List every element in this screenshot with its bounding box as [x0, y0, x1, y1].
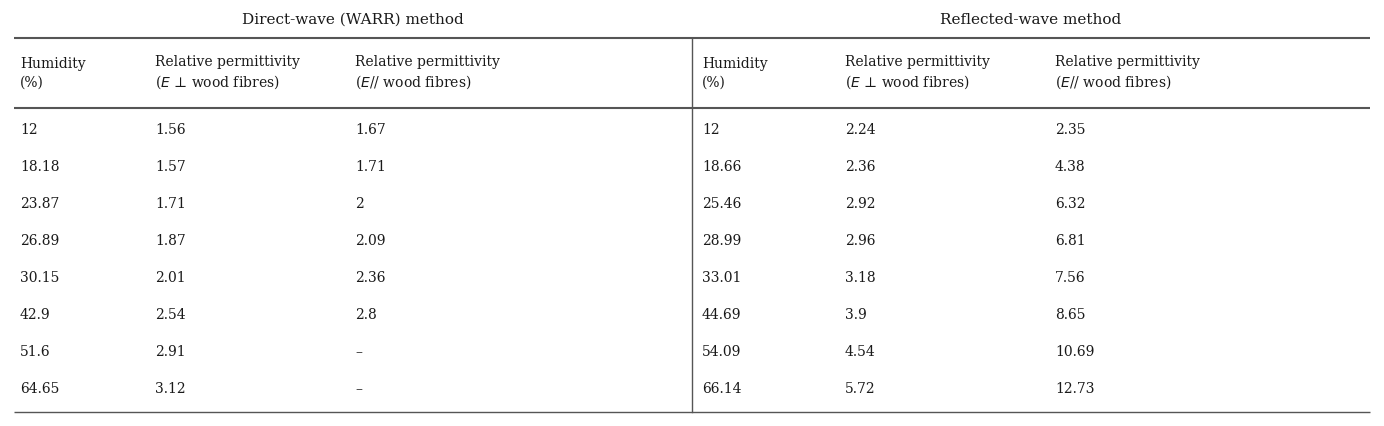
Text: 1.71: 1.71	[356, 160, 386, 174]
Text: 3.9: 3.9	[846, 308, 866, 322]
Text: 8.65: 8.65	[1055, 308, 1085, 322]
Text: 1.71: 1.71	[155, 197, 185, 211]
Text: Reflected-wave method: Reflected-wave method	[940, 13, 1121, 27]
Text: 12: 12	[19, 123, 37, 137]
Text: 7.56: 7.56	[1055, 271, 1085, 285]
Text: 2.8: 2.8	[356, 308, 376, 322]
Text: 2.01: 2.01	[155, 271, 185, 285]
Text: 12: 12	[702, 123, 720, 137]
Text: Relative permittivity
($E$// wood fibres): Relative permittivity ($E$// wood fibres…	[1055, 55, 1200, 92]
Text: 4.54: 4.54	[846, 345, 876, 359]
Text: Humidity
(%): Humidity (%)	[19, 57, 86, 89]
Text: Relative permittivity
($E$ ⊥ wood fibres): Relative permittivity ($E$ ⊥ wood fibres…	[155, 55, 300, 92]
Text: 44.69: 44.69	[702, 308, 742, 322]
Text: 18.66: 18.66	[702, 160, 742, 174]
Text: 2.54: 2.54	[155, 308, 185, 322]
Text: 66.14: 66.14	[702, 382, 742, 396]
Text: 64.65: 64.65	[19, 382, 60, 396]
Text: 1.67: 1.67	[356, 123, 386, 137]
Text: 1.56: 1.56	[155, 123, 185, 137]
Text: 51.6: 51.6	[19, 345, 51, 359]
Text: 3.12: 3.12	[155, 382, 185, 396]
Text: Humidity
(%): Humidity (%)	[702, 57, 768, 89]
Text: 6.32: 6.32	[1055, 197, 1085, 211]
Text: 42.9: 42.9	[19, 308, 51, 322]
Text: Direct-wave (WARR) method: Direct-wave (WARR) method	[242, 13, 464, 27]
Text: 2.36: 2.36	[846, 160, 876, 174]
Text: 2.35: 2.35	[1055, 123, 1085, 137]
Text: 5.72: 5.72	[846, 382, 876, 396]
Text: Relative permittivity
($E$ ⊥ wood fibres): Relative permittivity ($E$ ⊥ wood fibres…	[846, 55, 990, 92]
Text: 1.57: 1.57	[155, 160, 185, 174]
Text: 6.81: 6.81	[1055, 234, 1085, 248]
Text: –: –	[356, 345, 363, 359]
Text: 1.87: 1.87	[155, 234, 185, 248]
Text: 54.09: 54.09	[702, 345, 742, 359]
Text: 30.15: 30.15	[19, 271, 60, 285]
Text: 2: 2	[356, 197, 364, 211]
Text: 2.24: 2.24	[846, 123, 876, 137]
Text: 2.92: 2.92	[846, 197, 876, 211]
Text: 25.46: 25.46	[702, 197, 742, 211]
Text: 10.69: 10.69	[1055, 345, 1095, 359]
Text: 26.89: 26.89	[19, 234, 60, 248]
Text: 2.91: 2.91	[155, 345, 185, 359]
Text: Relative permittivity
($E$// wood fibres): Relative permittivity ($E$// wood fibres…	[356, 55, 500, 92]
Text: 33.01: 33.01	[702, 271, 742, 285]
Text: 12.73: 12.73	[1055, 382, 1095, 396]
Text: 2.09: 2.09	[356, 234, 386, 248]
Text: 3.18: 3.18	[846, 271, 876, 285]
Text: 2.36: 2.36	[356, 271, 386, 285]
Text: 23.87: 23.87	[19, 197, 60, 211]
Text: 4.38: 4.38	[1055, 160, 1085, 174]
Text: 28.99: 28.99	[702, 234, 742, 248]
Text: –: –	[356, 382, 363, 396]
Text: 2.96: 2.96	[846, 234, 876, 248]
Text: 18.18: 18.18	[19, 160, 60, 174]
